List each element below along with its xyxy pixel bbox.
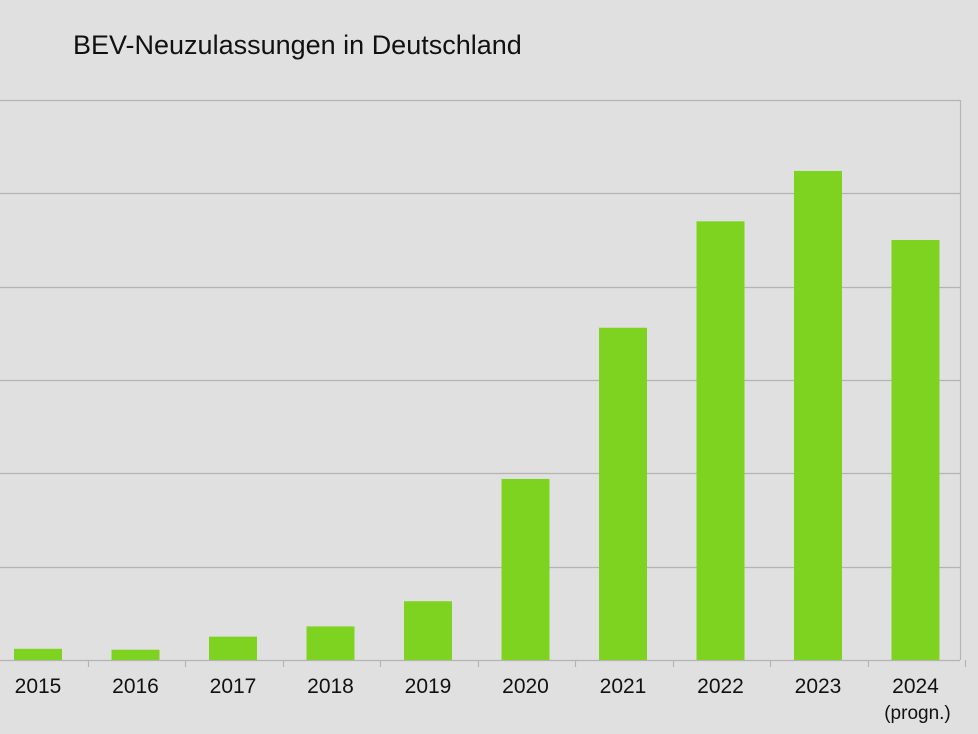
x-tick-label-2019: 2019 bbox=[405, 675, 452, 698]
bar-2019 bbox=[404, 601, 452, 660]
x-tick-label-2020: 2020 bbox=[502, 675, 549, 698]
x-tick-label-2023: 2023 bbox=[795, 675, 842, 698]
x-tick-label-2024: 2024 bbox=[892, 675, 939, 698]
bar-2015 bbox=[14, 648, 62, 660]
x-tick-label-2022: 2022 bbox=[697, 675, 744, 698]
x-tick-label-2018: 2018 bbox=[307, 675, 354, 698]
bar-2024 bbox=[891, 240, 940, 660]
bar-2022 bbox=[696, 221, 745, 661]
bar-2023 bbox=[794, 170, 842, 660]
x-tick-label-2015: 2015 bbox=[15, 675, 62, 698]
x-tick-label-2016: 2016 bbox=[112, 675, 159, 698]
bar-2021 bbox=[599, 327, 647, 660]
x-tick-label-2017: 2017 bbox=[210, 675, 257, 698]
bar-2017 bbox=[209, 636, 257, 660]
bar-2020 bbox=[501, 478, 550, 660]
x-tick-sublabel-2024: (progn.) bbox=[884, 703, 951, 724]
chart-title: BEV-Neuzulassungen in Deutschland bbox=[73, 30, 522, 60]
x-tick-label-2021: 2021 bbox=[600, 675, 647, 698]
bar-2018 bbox=[306, 626, 355, 660]
bar-2016 bbox=[111, 649, 160, 660]
